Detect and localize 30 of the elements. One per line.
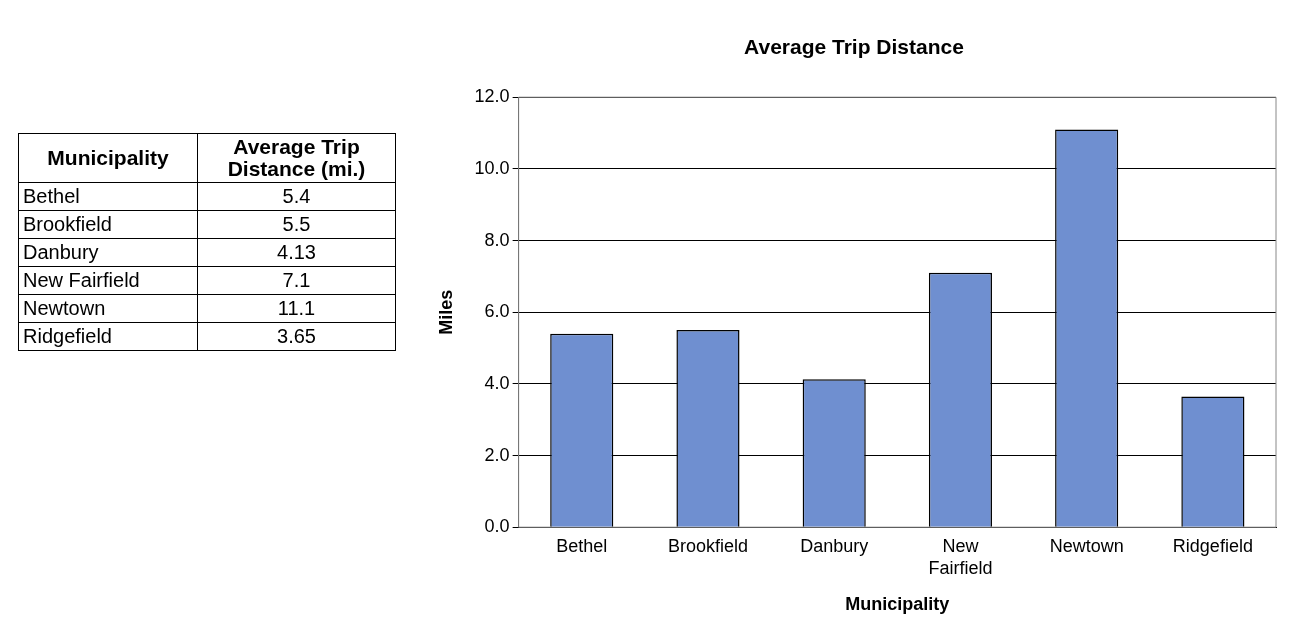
y-tick-label: 10.0	[474, 157, 510, 178]
x-axis-title: Municipality	[845, 594, 950, 615]
chart-title: Average Trip Distance	[744, 35, 964, 59]
y-tick-label: 4.0	[484, 372, 510, 393]
x-tick-label: Danbury	[800, 535, 869, 556]
y-tick-label: 12.0	[474, 86, 510, 107]
y-tick-label: 2.0	[484, 444, 510, 465]
x-tick-label: Newtown	[1049, 535, 1124, 556]
x-tick-label: Brookfield	[667, 535, 748, 556]
text: Ridgefield	[18, 322, 198, 351]
text: 3.65	[197, 322, 396, 351]
text: Brookfield	[18, 210, 198, 239]
text: Average Trip Distance (mi.)	[197, 133, 396, 183]
y-tick-label: 6.0	[484, 301, 510, 322]
text: 4.13	[197, 238, 396, 267]
text: Newtown	[18, 294, 198, 323]
y-tick-label: 0.0	[484, 516, 510, 537]
text: 11.1	[197, 294, 396, 323]
x-tick-label: Ridgefield	[1172, 535, 1253, 556]
text: 7.1	[197, 266, 396, 295]
text: 5.4	[197, 182, 396, 211]
text: Bethel	[18, 182, 198, 211]
text: Municipality	[18, 133, 198, 183]
text: New Fairfield	[18, 266, 198, 295]
x-tick-label: Bethel	[556, 535, 608, 556]
x-tick-label: New Fairfield	[928, 535, 993, 578]
text: Danbury	[18, 238, 198, 267]
y-tick-label: 8.0	[484, 229, 510, 250]
text: 5.5	[197, 210, 396, 239]
y-axis-title: Miles	[435, 289, 456, 335]
